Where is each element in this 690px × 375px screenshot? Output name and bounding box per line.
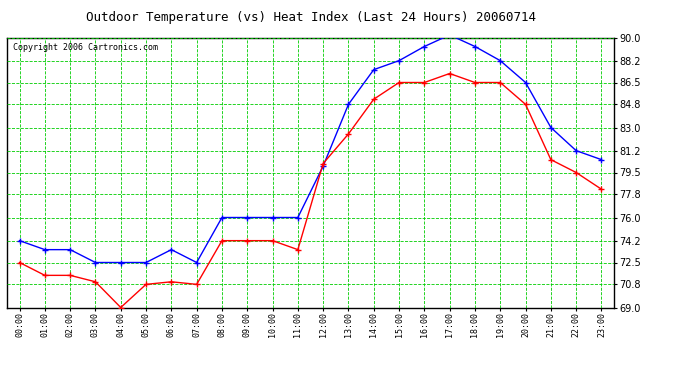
Text: Outdoor Temperature (vs) Heat Index (Last 24 Hours) 20060714: Outdoor Temperature (vs) Heat Index (Las… <box>86 11 535 24</box>
Text: Copyright 2006 Cartronics.com: Copyright 2006 Cartronics.com <box>13 43 158 52</box>
